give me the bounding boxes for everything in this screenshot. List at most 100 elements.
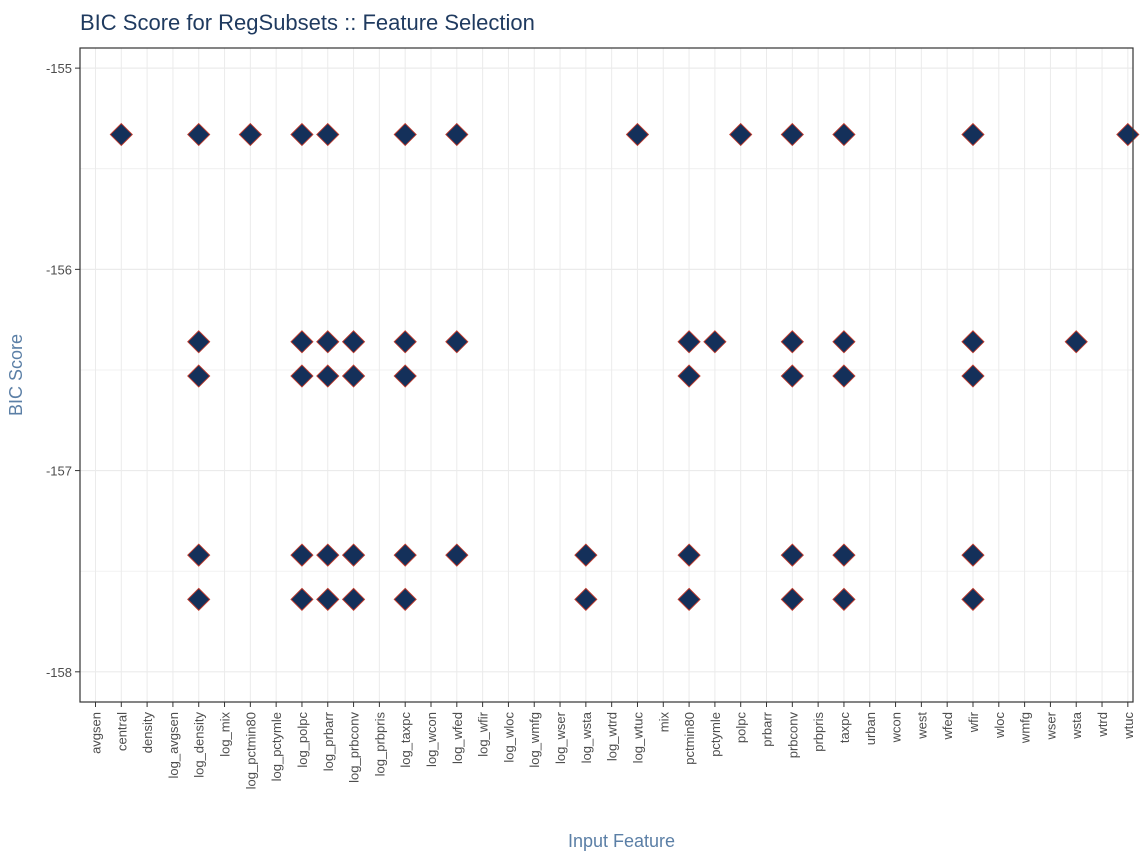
x-tick-label: log_wfed: [450, 712, 465, 764]
data-point: [187, 330, 211, 354]
x-tick-label: log_wser: [553, 711, 568, 764]
data-point: [393, 587, 417, 612]
data-point: [393, 122, 417, 147]
x-tick-label: density: [140, 712, 155, 754]
data-point: [316, 587, 340, 612]
x-tick-label: wloc: [992, 712, 1007, 740]
x-tick-label: log_polpc: [295, 712, 310, 768]
data-point: [780, 587, 804, 612]
x-tick-label: urban: [863, 712, 878, 745]
data-point: [677, 587, 701, 612]
y-tick-label: -155: [46, 61, 72, 76]
x-tick-label: wtuc: [1121, 712, 1136, 740]
data-point: [316, 122, 340, 147]
x-tick-label: log_pctmin80: [243, 712, 258, 789]
data-point: [238, 122, 262, 147]
y-tick-label: -156: [46, 262, 72, 277]
x-tick-label: polpc: [734, 712, 749, 744]
data-point: [393, 330, 417, 354]
x-tick-label: central: [114, 712, 129, 751]
data-point: [832, 364, 856, 388]
data-point: [677, 364, 701, 388]
x-tick-label: west: [914, 712, 929, 740]
x-tick-label: prbpris: [811, 712, 826, 752]
data-point: [316, 330, 340, 354]
data-points: [109, 122, 1140, 612]
y-axis: -155 -156 -157 -158: [46, 61, 80, 680]
y-tick-label: -157: [46, 464, 72, 479]
data-point: [1116, 122, 1140, 147]
data-point: [187, 122, 211, 147]
x-tick-label: log_mix: [218, 712, 233, 757]
y-tick-label: -158: [46, 665, 72, 680]
data-point: [187, 543, 211, 567]
data-point: [832, 543, 856, 567]
data-point: [574, 587, 598, 612]
chart-title: BIC Score for RegSubsets :: Feature Sele…: [80, 10, 535, 35]
x-tick-label: mix: [656, 712, 671, 733]
data-point: [290, 364, 314, 388]
data-point: [290, 587, 314, 612]
x-tick-label: log_wmfg: [527, 712, 542, 768]
data-point: [832, 122, 856, 147]
x-tick-label: pctymle: [708, 712, 723, 757]
x-tick-label: log_wtuc: [630, 712, 645, 764]
data-point: [729, 122, 753, 147]
data-point: [625, 122, 650, 147]
data-point: [393, 364, 417, 388]
x-tick-label: log_wsta: [579, 711, 594, 763]
data-point: [109, 122, 133, 147]
x-tick-label: taxpc: [837, 712, 852, 744]
x-tick-label: log_wfir: [476, 711, 491, 756]
data-point: [961, 543, 985, 567]
data-point: [341, 330, 366, 354]
data-point: [703, 330, 727, 354]
data-point: [961, 330, 985, 354]
x-tick-label: log_wtrd: [605, 712, 620, 761]
x-tick-label: wsta: [1069, 711, 1084, 740]
plot-frame: [79, 47, 1134, 703]
data-point: [316, 543, 340, 567]
data-point: [832, 587, 856, 612]
data-point: [341, 543, 366, 567]
data-point: [780, 330, 804, 354]
x-tick-label: pctmin80: [682, 712, 697, 765]
data-point: [290, 543, 314, 567]
data-point: [574, 543, 598, 567]
x-tick-label: prbconv: [785, 712, 800, 759]
data-point: [832, 330, 856, 354]
x-axis: avgsen central density log_avgsen log_densit…: [88, 702, 1136, 789]
x-tick-label: wtrd: [1095, 712, 1110, 738]
data-point: [393, 543, 417, 567]
grid: [80, 48, 1133, 702]
data-point: [780, 543, 804, 567]
data-point: [780, 364, 804, 388]
x-tick-label: log_wcon: [424, 712, 439, 767]
x-tick-label: log_prbconv: [347, 712, 362, 783]
data-point: [341, 364, 366, 388]
x-tick-label: wfir: [966, 711, 981, 733]
x-tick-label: wmfg: [1018, 712, 1033, 744]
data-point: [316, 364, 340, 388]
data-point: [677, 330, 701, 354]
x-tick-label: wfed: [940, 712, 955, 740]
data-point: [290, 122, 314, 147]
data-point: [445, 543, 469, 567]
data-point: [187, 364, 211, 388]
data-point: [187, 587, 211, 612]
x-tick-label: log_prbarr: [321, 711, 336, 771]
data-point: [780, 122, 804, 147]
x-tick-label: wser: [1043, 711, 1058, 740]
data-point: [341, 587, 366, 612]
x-tick-label: log_prbpris: [372, 712, 387, 777]
x-tick-label: log_pctymle: [269, 712, 284, 781]
x-axis-title: Input Feature: [568, 831, 675, 851]
x-tick-label: log_avgsen: [166, 712, 181, 779]
data-point: [677, 543, 701, 567]
x-tick-label: log_density: [192, 712, 207, 778]
data-point: [290, 330, 314, 354]
x-tick-label: avgsen: [88, 712, 103, 754]
x-tick-label: wcon: [889, 712, 904, 743]
data-point: [445, 330, 469, 354]
data-point: [1064, 330, 1088, 354]
